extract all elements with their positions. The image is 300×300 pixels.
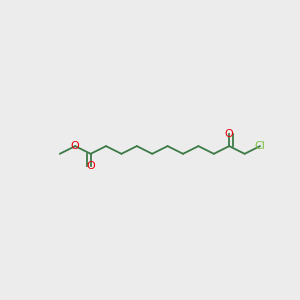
Text: O: O [225,129,234,139]
Text: Cl: Cl [255,141,266,151]
Text: O: O [71,141,80,151]
Text: O: O [86,161,95,171]
